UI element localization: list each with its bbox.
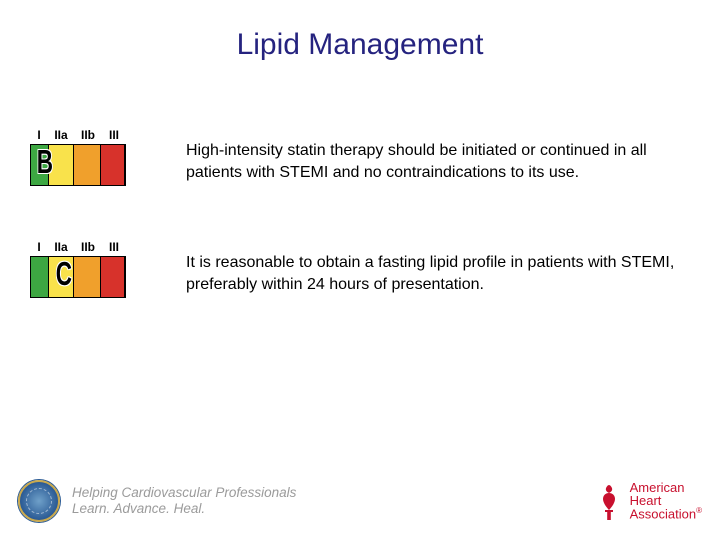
class-label: IIa	[48, 128, 74, 142]
footer: Helping Cardiovascular Professionals Lea…	[18, 474, 702, 528]
class-label: III	[102, 240, 126, 254]
acc-tagline: Helping Cardiovascular Professionals Lea…	[72, 485, 296, 517]
class-bar	[74, 257, 101, 297]
class-label: III	[102, 128, 126, 142]
recommendation-row: IIIaIIbIII C It is reasonable to obtain a …	[30, 240, 690, 298]
class-labels: IIIaIIbIII	[30, 128, 150, 142]
aha-logo-block: American Heart Association®	[594, 480, 702, 522]
evidence-letter: B	[37, 147, 53, 180]
acc-tagline-line2: Learn. Advance. Heal.	[72, 501, 296, 517]
class-bars: C	[30, 256, 126, 298]
class-bars: B	[30, 144, 126, 186]
class-label: IIa	[48, 240, 74, 254]
acc-logo-block: Helping Cardiovascular Professionals Lea…	[18, 480, 296, 522]
recommendation-text: High-intensity statin therapy should be …	[186, 128, 690, 183]
recommendation-row: IIIaIIbIII B High-intensity statin therapy…	[30, 128, 690, 186]
class-of-rec-box: IIIaIIbIII C	[30, 240, 150, 298]
class-bar	[74, 145, 101, 185]
heart-torch-icon	[594, 480, 624, 522]
class-label: IIb	[74, 128, 102, 142]
acc-tagline-line1: Helping Cardiovascular Professionals	[72, 485, 296, 501]
class-of-rec-box: IIIaIIbIII B	[30, 128, 150, 186]
class-labels: IIIaIIbIII	[30, 240, 150, 254]
class-bar	[31, 257, 49, 297]
class-bar	[101, 257, 125, 297]
aha-line2: Heart	[630, 494, 702, 507]
class-label: I	[30, 128, 48, 142]
recommendation-list: IIIaIIbIIIBHigh-intensity statin therapy…	[30, 128, 690, 352]
aha-text: American Heart Association®	[630, 481, 702, 520]
class-bar	[101, 145, 125, 185]
evidence-letter: C	[56, 259, 72, 292]
recommendation-text: It is reasonable to obtain a fasting lip…	[186, 240, 690, 295]
slide: Lipid Management IIIaIIbIIIBHigh-intensi…	[0, 0, 720, 540]
acc-seal-icon	[18, 480, 60, 522]
aha-line3: Association®	[630, 507, 702, 520]
class-label: IIb	[74, 240, 102, 254]
slide-title: Lipid Management	[0, 0, 720, 62]
class-label: I	[30, 240, 48, 254]
